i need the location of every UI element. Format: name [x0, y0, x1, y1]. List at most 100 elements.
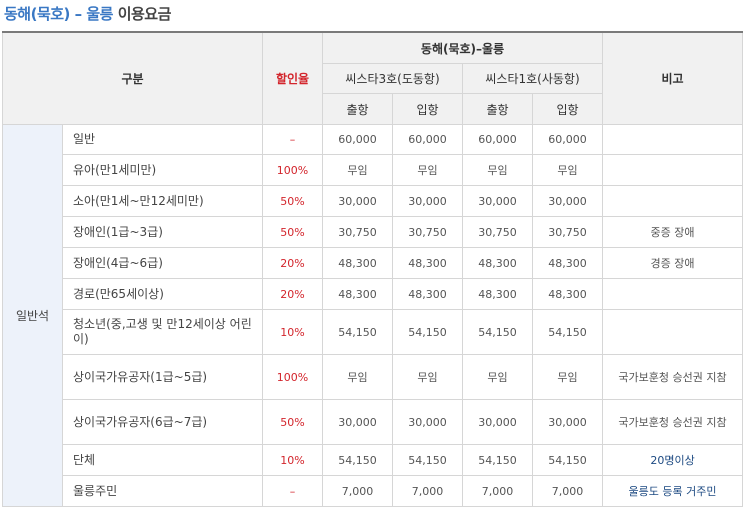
fare-cell: 48,300 [531, 278, 604, 310]
table-row: 상이국가유공자(6급~7급) 50% 30,000 30,000 30,000 30,00… [3, 399, 743, 445]
table-row: 장애인(1급~3급) 50% 30,750 30,750 30,750 30,750 중증 … [3, 216, 743, 248]
fare-cell: 54,150 [462, 309, 533, 355]
header-arrival: 입항 [392, 93, 463, 125]
fare-cell: 7,000 [462, 475, 533, 507]
fare-cell: 54,150 [462, 444, 533, 476]
row-note: 국가보훈청 승선권 지참 [602, 399, 743, 445]
row-label: 상이국가유공자(1급~5급) [62, 354, 263, 400]
table-row: 울릉주민 –7,000 7,000 7,000 7,000 울릉도 등록 거주민 [3, 475, 743, 507]
fare-cell: 무임 [322, 154, 393, 186]
header-ship-1: 씨스타1호(사동항) [461, 63, 604, 94]
fare-cell: 30,750 [462, 216, 533, 248]
fare-cell: 30,750 [392, 216, 463, 248]
discount-rate: 50% [262, 399, 323, 445]
discount-rate: 50% [262, 216, 323, 248]
discount-rate: 20% [262, 247, 323, 279]
discount-rate: 20% [262, 278, 323, 310]
fare-cell: 무임 [322, 354, 393, 400]
table-row: 일반석 일반 –60,000 60,000 60,000 60,000 [2, 124, 743, 507]
discount-rate: 100% [262, 354, 323, 400]
row-note: 경증 장애 [602, 247, 743, 279]
fare-cell: 48,300 [462, 247, 533, 279]
fare-cell: 54,150 [531, 309, 604, 355]
fare-cell: 30,000 [462, 399, 533, 445]
row-label: 울릉주민 [62, 475, 263, 507]
fare-body: 일반석 일반 –60,000 60,000 60,000 60,000 유아(만1세미만) 1… [2, 124, 743, 507]
fare-table: 구분 할인율 동해(묵호)–울릉 비고 씨스타3호(도동항) 씨스타1호(사동항… [2, 31, 743, 507]
discount-rate: 10% [262, 309, 323, 355]
fare-cell: 60,000 [531, 124, 604, 155]
page-title: 동해(묵호) – 울릉 이용요금 [4, 3, 171, 24]
fare-cell: 30,000 [322, 185, 393, 217]
fare-cell: 무임 [462, 154, 533, 186]
row-label: 경로(만65세이상) [62, 278, 263, 310]
fare-cell: 54,150 [531, 444, 604, 476]
row-note [602, 309, 743, 355]
fare-cell: 30,000 [531, 185, 604, 217]
fare-cell: 30,750 [322, 216, 393, 248]
title-route: 동해(묵호) – 울릉 [4, 5, 113, 23]
table-row: 장애인(4급~6급) 20% 48,300 48,300 48,300 48,300 경증 … [3, 247, 743, 279]
fare-cell: 60,000 [462, 124, 533, 155]
header-route: 동해(묵호)–울릉 [321, 31, 604, 64]
row-label: 장애인(4급~6급) [62, 247, 263, 279]
row-note [602, 278, 743, 310]
table-row: 상이국가유공자(1급~5급) 100% 무임 무임 무임 무임 국가보훈청 승선권 지참 [3, 354, 743, 400]
row-note: 국가보훈청 승선권 지참 [602, 354, 743, 400]
fare-cell: 54,150 [392, 309, 463, 355]
fare-cell: 30,750 [531, 216, 604, 248]
table-row: 경로(만65세이상) 20% 48,300 48,300 48,300 48,300 [3, 278, 743, 310]
discount-rate: – [262, 475, 323, 507]
row-label: 일반 [62, 124, 263, 155]
fare-cell: 무임 [531, 154, 604, 186]
row-label: 단체 [62, 444, 263, 476]
row-note [602, 124, 743, 155]
header-ship-3: 씨스타3호(도동항) [322, 63, 463, 94]
fare-cell: 30,000 [322, 399, 393, 445]
fare-cell: 무임 [392, 354, 463, 400]
fare-cell: 54,150 [322, 444, 393, 476]
discount-rate: 100% [262, 154, 323, 186]
fare-cell: 48,300 [322, 278, 393, 310]
row-note: 20명이상 [602, 444, 743, 476]
table-row: 단체 10% 54,150 54,150 54,150 54,150 20명이상 [3, 444, 743, 476]
fare-cell: 30,000 [462, 185, 533, 217]
header-arrival: 입항 [531, 93, 604, 125]
fare-cell: 30,000 [392, 399, 463, 445]
discount-rate: 50% [262, 185, 323, 217]
fare-cell: 60,000 [392, 124, 463, 155]
row-note [602, 185, 743, 217]
header-note: 비고 [602, 31, 743, 125]
fare-cell: 60,000 [322, 124, 393, 155]
row-label: 청소년(중,고생 및 만12세이상 어린이) [62, 309, 263, 355]
fare-cell: 48,300 [392, 278, 463, 310]
row-note [602, 154, 743, 186]
row-label: 유아(만1세미만) [62, 154, 263, 186]
row-label: 상이국가유공자(6급~7급) [62, 399, 263, 445]
fare-cell: 30,000 [392, 185, 463, 217]
fare-cell: 7,000 [531, 475, 604, 507]
fare-cell: 무임 [392, 154, 463, 186]
row-label: 장애인(1급~3급) [62, 216, 263, 248]
table-row: 소아(만1세~만12세미만) 50% 30,000 30,000 30,000 30,00… [3, 185, 743, 217]
fare-cell: 7,000 [392, 475, 463, 507]
title-suffix: 이용요금 [117, 5, 172, 23]
fare-cell: 48,300 [322, 247, 393, 279]
header-departure: 출항 [322, 93, 393, 125]
fare-cell: 48,300 [392, 247, 463, 279]
fare-cell: 무임 [531, 354, 604, 400]
seat-class-label: 일반석 [2, 124, 63, 507]
row-label: 소아(만1세~만12세미만) [62, 185, 263, 217]
fare-cell: 무임 [462, 354, 533, 400]
table-row: 청소년(중,고생 및 만12세이상 어린이) 10% 54,150 54,150 54,… [3, 309, 743, 355]
fare-cell: 7,000 [322, 475, 393, 507]
header-category: 구분 [2, 31, 263, 125]
fare-cell: 54,150 [322, 309, 393, 355]
table-row: 유아(만1세미만) 100% 무임 무임 무임 무임 [3, 154, 743, 186]
discount-rate: 10% [262, 444, 323, 476]
fare-cell: 54,150 [392, 444, 463, 476]
discount-rate: – [262, 124, 323, 155]
fare-cell: 30,000 [531, 399, 604, 445]
header-departure: 출항 [462, 93, 533, 125]
fare-cell: 48,300 [462, 278, 533, 310]
